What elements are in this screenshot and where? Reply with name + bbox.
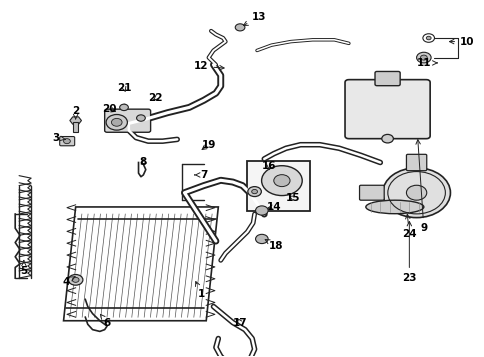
Bar: [247, 161, 310, 211]
Circle shape: [425, 36, 430, 40]
Text: 6: 6: [100, 315, 110, 327]
Circle shape: [255, 234, 268, 243]
Circle shape: [68, 275, 83, 285]
Text: 7: 7: [194, 170, 207, 180]
Text: 24: 24: [401, 214, 416, 238]
Text: 10: 10: [449, 36, 474, 47]
Text: 19: 19: [201, 140, 215, 150]
Circle shape: [251, 190, 257, 194]
Circle shape: [255, 206, 268, 215]
Circle shape: [235, 24, 244, 31]
Text: 11: 11: [416, 58, 436, 68]
Circle shape: [247, 187, 261, 197]
Text: 2: 2: [72, 106, 79, 119]
Circle shape: [120, 104, 128, 111]
Text: 14: 14: [266, 202, 281, 212]
Circle shape: [416, 52, 430, 63]
Polygon shape: [70, 117, 81, 124]
Circle shape: [381, 134, 393, 143]
Ellipse shape: [365, 200, 423, 214]
Text: 18: 18: [265, 240, 283, 251]
Circle shape: [420, 55, 426, 60]
Text: 21: 21: [117, 83, 131, 93]
FancyBboxPatch shape: [374, 71, 399, 86]
FancyBboxPatch shape: [359, 185, 383, 200]
Circle shape: [111, 119, 122, 126]
Circle shape: [261, 166, 302, 196]
Text: 5: 5: [20, 260, 28, 276]
Circle shape: [382, 168, 450, 218]
Text: 16: 16: [261, 161, 276, 171]
Text: 22: 22: [148, 94, 162, 104]
Text: 4: 4: [62, 277, 75, 287]
Text: 9: 9: [415, 140, 426, 233]
Circle shape: [72, 277, 79, 282]
Text: 12: 12: [194, 61, 224, 71]
Text: 3: 3: [53, 132, 65, 142]
Bar: [73, 122, 78, 132]
FancyBboxPatch shape: [105, 109, 151, 132]
Circle shape: [63, 139, 70, 144]
Text: 1: 1: [195, 282, 205, 299]
Text: 23: 23: [401, 221, 416, 283]
Circle shape: [106, 115, 127, 130]
FancyBboxPatch shape: [60, 136, 75, 146]
Text: 15: 15: [286, 193, 300, 203]
Text: 13: 13: [243, 12, 266, 25]
Circle shape: [273, 175, 289, 187]
Circle shape: [136, 115, 145, 121]
Text: 8: 8: [139, 157, 147, 167]
Text: 20: 20: [102, 104, 117, 114]
Circle shape: [406, 185, 426, 200]
Text: 17: 17: [232, 317, 247, 327]
FancyBboxPatch shape: [344, 80, 429, 139]
FancyBboxPatch shape: [406, 154, 426, 171]
